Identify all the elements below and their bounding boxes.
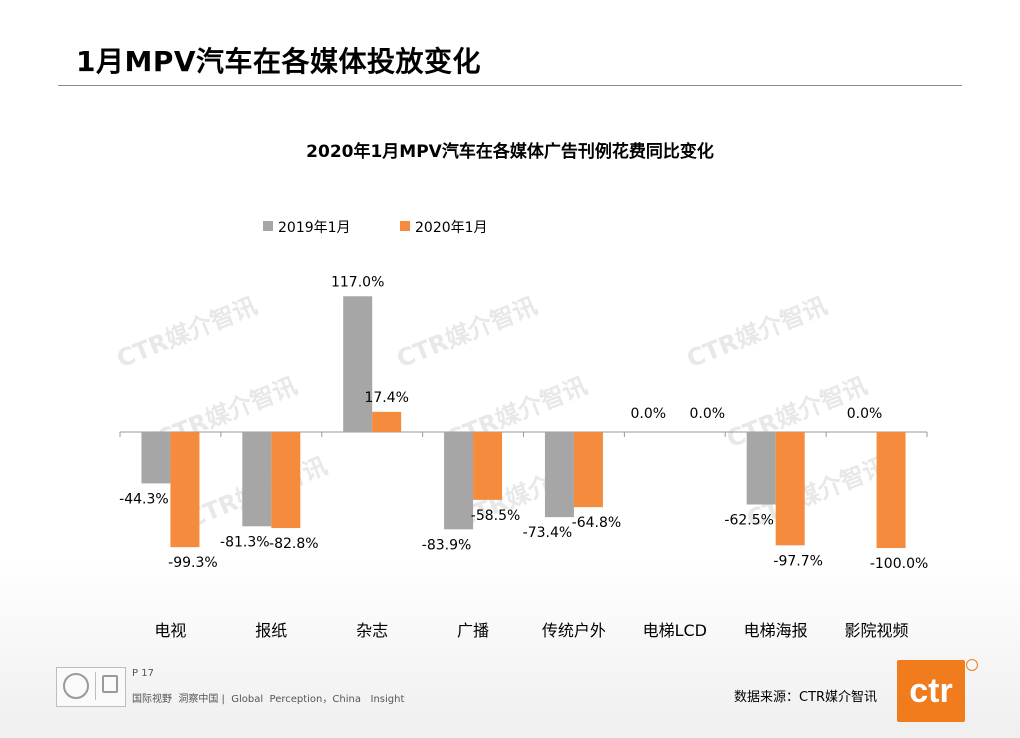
- data-label-2019-4: -73.4%: [523, 525, 573, 541]
- category-label: 广播: [457, 621, 489, 640]
- bar-2020-1: [271, 432, 301, 529]
- category-label: 电视: [154, 621, 186, 640]
- data-label-2019-3: -83.9%: [422, 537, 472, 553]
- data-label-2019-1: -81.3%: [220, 534, 270, 550]
- category-label: 电梯LCD: [643, 621, 707, 640]
- bar-2019-2: [343, 296, 373, 432]
- data-label-2020-1: -82.8%: [269, 536, 319, 552]
- page-title: 1月MPV汽车在各媒体投放变化: [76, 45, 482, 78]
- watermark: CTR媒介智讯: [393, 292, 541, 374]
- bar-2019-6: [746, 432, 776, 505]
- bar-2019-4: [544, 432, 574, 518]
- legend-label-2019: 2019年1月: [278, 220, 351, 236]
- bar-2020-2: [372, 411, 402, 432]
- bar-2019-3: [444, 432, 474, 530]
- slogan: 国际视野 洞察中国 | Global Perception，China Insi…: [132, 694, 405, 705]
- legend-label-2020: 2020年1月: [415, 220, 488, 236]
- data-label-2019-0: -44.3%: [119, 491, 169, 507]
- data-label-2020-3: -58.5%: [471, 508, 521, 524]
- bar-2019-1: [242, 432, 272, 527]
- data-label-2020-0: -99.3%: [168, 555, 218, 571]
- legend-swatch-2020: [400, 221, 410, 231]
- category-label: 报纸: [255, 621, 287, 640]
- data-label-extra: 0.0%: [847, 406, 883, 422]
- data-label-2020-7: -100.0%: [870, 556, 928, 572]
- chart-title: 2020年1月MPV汽车在各媒体广告刊例花费同比变化: [306, 141, 714, 162]
- watermark: CTR媒介智讯: [113, 292, 261, 374]
- data-label-2020-4: -64.8%: [572, 515, 622, 531]
- data-label-2019-5: 0.0%: [631, 406, 667, 422]
- category-label: 杂志: [356, 621, 388, 640]
- category-label: 影院视频: [845, 621, 909, 640]
- watermark: CTR媒介智讯: [683, 292, 831, 374]
- bar-2020-7: [876, 432, 906, 548]
- background-decoration: [0, 558, 1020, 738]
- data-label-2019-6: -62.5%: [724, 513, 774, 529]
- data-label-2020-5: 0.0%: [690, 406, 726, 422]
- ctr-logo: ctr: [897, 660, 965, 722]
- data-label-2020-6: -97.7%: [773, 553, 823, 569]
- page-number: P 17: [132, 668, 154, 679]
- legend-swatch-2019: [263, 221, 273, 231]
- bar-2020-6: [775, 432, 805, 546]
- bar-2020-0: [170, 432, 200, 548]
- data-label-2019-2: 117.0%: [331, 274, 384, 290]
- bar-2019-0: [141, 432, 171, 484]
- title-divider: [58, 85, 962, 86]
- registered-mark-icon: [966, 659, 978, 671]
- category-label: 传统户外: [542, 621, 606, 640]
- bar-2020-3: [473, 432, 503, 500]
- category-label: 电梯海报: [744, 621, 808, 640]
- sgs-logo-icon: [63, 673, 89, 699]
- bar-2020-4: [573, 432, 603, 508]
- ukas-logo-icon: [95, 672, 120, 700]
- data-source: 数据来源：CTR媒介智讯: [734, 690, 878, 705]
- data-label-2020-2: 17.4%: [364, 390, 408, 406]
- certification-logos: [56, 667, 126, 707]
